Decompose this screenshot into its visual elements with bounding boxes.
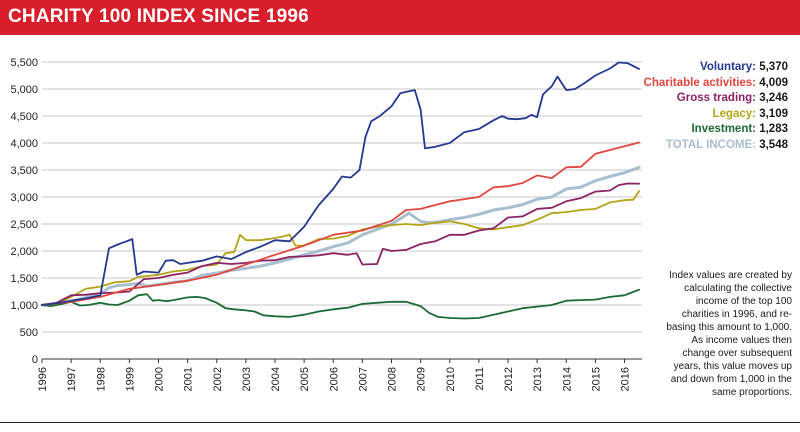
y-tick-label: 1,000 [10, 300, 38, 312]
legend-item-investment: Investment: 1,283 [644, 122, 788, 138]
legend-label: Gross trading: [676, 92, 757, 104]
legend-item-legacy: Legacy: 3,109 [644, 107, 788, 123]
x-tick-label: 2010 [445, 367, 457, 391]
y-tick-label: 1,500 [10, 273, 38, 285]
legend-item-charitable-activities: Charitable activities: 4,009 [644, 76, 788, 92]
legend-value: 5,370 [759, 61, 788, 73]
series-line-charitable-activities [41, 141, 640, 306]
y-tick-label: 3,500 [10, 165, 38, 177]
x-tick-label: 2016 [620, 367, 632, 391]
y-tick-label: 3,000 [10, 192, 38, 204]
title-bar: CHARITY 100 INDEX SINCE 1996 [0, 0, 800, 35]
y-tick-label: 0 [32, 354, 38, 366]
x-tick-label: 2007 [357, 367, 369, 391]
series-lines [40, 61, 641, 320]
x-tick-label: 2001 [183, 367, 195, 391]
x-tick-label: 2015 [590, 367, 602, 391]
y-tick-label: 500 [20, 327, 38, 339]
x-tick-label: 2012 [503, 367, 515, 391]
y-tick-label: 5,500 [10, 57, 38, 69]
y-tick-label: 4,000 [10, 138, 38, 150]
series-line-gross-trading [41, 182, 640, 306]
x-tick-label: 2000 [154, 367, 166, 391]
legend-label: TOTAL INCOME: [665, 138, 757, 151]
grid-lines [42, 61, 642, 360]
x-tick-label: 2009 [416, 367, 428, 391]
x-tick-label: 1998 [95, 367, 107, 391]
y-tick-label: 2,500 [10, 219, 38, 231]
x-tick-label: 2003 [241, 367, 253, 391]
y-tick-label: 5,000 [10, 84, 38, 96]
legend-label: Investment: [691, 123, 757, 135]
legend-item-total-income: TOTAL INCOME: 3,548 [644, 138, 788, 154]
legend-label: Voluntary: [700, 61, 757, 73]
legend-label: Legacy: [712, 107, 757, 120]
x-axis-ticks: 1996 1997 1998 1999 2000 2001 2002 2003 2004 2005… [37, 359, 632, 391]
x-tick-label: 2008 [387, 367, 399, 391]
x-tick-label: 1996 [37, 367, 49, 391]
y-tick-label: 4,500 [10, 111, 38, 123]
x-tick-label: 2013 [532, 367, 544, 391]
series-line-total-income [40, 165, 641, 307]
legend-value: 4,009 [759, 76, 788, 89]
legend-value: 3,109 [759, 107, 788, 120]
x-tick-label: 1999 [124, 367, 136, 391]
x-tick-label: 2006 [328, 367, 340, 391]
y-tick-label: 2,000 [10, 246, 38, 258]
legend-item-gross-trading: Gross trading: 3,246 [644, 91, 788, 107]
bottom-divider [0, 422, 800, 423]
legend-value: 1,283 [759, 123, 788, 135]
legend-label: Charitable activities: [643, 76, 757, 89]
x-tick-label: 2002 [212, 367, 224, 391]
y-axis-ticks: 0 500 1,000 1,500 2,000 2,500 3,000 3,500 4,000 4… [10, 57, 38, 366]
legend-value: 3,548 [759, 138, 788, 151]
series-line-voluntary [41, 61, 640, 306]
legend-item-voluntary: Voluntary: 5,370 [644, 60, 788, 76]
line-chart: 0 500 1,000 1,500 2,000 2,500 3,000 3,500 4,000 4… [10, 57, 642, 391]
chart-title: CHARITY 100 INDEX SINCE 1996 [8, 6, 309, 27]
x-tick-label: 2005 [299, 367, 311, 391]
legend: Voluntary: 5,370 Charitable activities: … [644, 60, 788, 153]
explanatory-note: Index values are created by calculating … [666, 270, 792, 398]
x-tick-label: 2004 [270, 367, 282, 391]
x-tick-label: 1997 [66, 367, 78, 391]
legend-value: 3,246 [759, 92, 788, 104]
x-tick-label: 2011 [474, 367, 486, 391]
series-line-investment [41, 288, 640, 320]
x-tick-label: 2014 [561, 367, 573, 391]
